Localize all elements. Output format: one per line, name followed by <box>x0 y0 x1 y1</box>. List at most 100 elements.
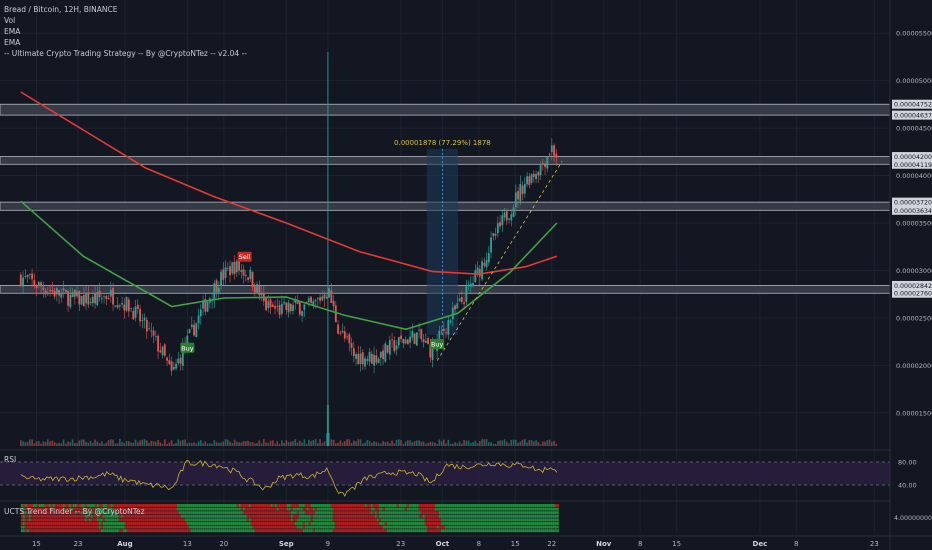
trend-cell <box>252 514 255 518</box>
trend-cell <box>344 525 347 529</box>
trend-cell <box>532 514 535 518</box>
trend-cell <box>232 529 235 533</box>
trend-cell <box>514 529 517 533</box>
volume-bar <box>458 441 461 446</box>
trend-cell <box>132 522 135 525</box>
trend-cell <box>96 514 99 518</box>
trend-cell <box>322 511 325 515</box>
trend-cell <box>226 522 229 525</box>
trend-cell <box>88 504 91 507</box>
trend-cell <box>366 504 369 507</box>
trend-cell <box>542 529 545 533</box>
trend-cell <box>216 514 219 518</box>
trend-cell <box>420 507 423 511</box>
trend-cell <box>520 529 523 533</box>
trend-cell <box>342 525 345 529</box>
volume-bar <box>152 441 155 446</box>
trend-cell <box>94 518 97 522</box>
trend-cell <box>254 514 257 518</box>
trend-cell <box>262 514 265 518</box>
trend-cell <box>302 507 305 511</box>
volume-bar <box>461 443 463 446</box>
trend-cell <box>472 529 475 533</box>
trend-cell <box>76 511 79 515</box>
trend-cell <box>472 518 475 522</box>
trend-cell <box>402 511 405 515</box>
trend-cell <box>208 529 211 533</box>
candle-body <box>478 269 481 277</box>
candle-body <box>69 294 72 308</box>
trend-cell <box>474 514 477 518</box>
trend-cell <box>544 514 547 518</box>
volume-bar <box>413 441 416 446</box>
trend-cell <box>508 529 511 533</box>
trend-cell <box>228 504 231 507</box>
trend-cell <box>504 518 507 522</box>
trend-cell <box>22 529 25 533</box>
trend-cell <box>264 529 267 533</box>
candle-body <box>454 305 456 310</box>
trend-cell <box>324 518 327 522</box>
trend-cell <box>394 504 397 507</box>
trend-cell <box>260 514 263 518</box>
candle-body <box>517 191 519 200</box>
trend-cell <box>300 507 303 511</box>
trend-cell <box>66 504 69 507</box>
trend-cell <box>346 518 349 522</box>
trend-cell <box>474 511 477 515</box>
trend-cell <box>172 507 175 511</box>
volume-bar <box>51 440 54 446</box>
trend-cell <box>354 511 357 515</box>
trend-cell <box>228 518 231 522</box>
trend-cell <box>328 518 331 522</box>
volume-bar <box>130 442 132 446</box>
trend-cell <box>250 522 253 525</box>
trend-cell <box>136 504 139 507</box>
trend-cell <box>164 507 167 511</box>
trend-cell <box>132 518 135 522</box>
trend-cell <box>508 507 511 511</box>
trend-cell <box>260 529 263 533</box>
trend-cell <box>68 522 71 525</box>
trend-cell <box>168 525 171 529</box>
trend-cell <box>472 525 475 529</box>
trend-cell <box>20 522 23 525</box>
volume-bar <box>112 439 114 446</box>
candle-body <box>42 287 45 290</box>
trend-cell <box>504 511 507 515</box>
trend-cell <box>418 529 421 533</box>
candle-body <box>355 354 357 359</box>
trend-cell <box>504 514 507 518</box>
trend-cell <box>218 504 221 507</box>
trend-cell <box>288 514 291 518</box>
candle-body <box>537 172 540 176</box>
trend-cell <box>530 514 533 518</box>
rsi-band <box>0 462 890 485</box>
trend-cell <box>394 529 397 533</box>
trend-cell <box>72 529 75 533</box>
trend-cell <box>206 514 209 518</box>
trend-cell <box>230 518 233 522</box>
candle-body <box>442 328 445 331</box>
trend-cell <box>442 511 445 515</box>
trend-cell <box>376 518 379 522</box>
trend-cell <box>206 529 209 533</box>
trend-cell <box>318 514 321 518</box>
volume-bar <box>470 442 472 446</box>
trend-cell <box>532 522 535 525</box>
trend-cell <box>50 507 53 511</box>
candle-body <box>305 301 308 303</box>
trend-cell <box>434 522 437 525</box>
trend-cell <box>104 529 107 533</box>
trend-cell <box>384 511 387 515</box>
volume-bar <box>348 439 351 446</box>
trend-cell <box>162 529 165 533</box>
trend-cell <box>124 518 127 522</box>
candle-body <box>420 329 423 340</box>
trend-cell <box>472 504 475 507</box>
trend-cell <box>128 514 131 518</box>
trend-cell <box>504 522 507 525</box>
trend-cell <box>346 504 349 507</box>
trend-cell <box>486 504 489 507</box>
